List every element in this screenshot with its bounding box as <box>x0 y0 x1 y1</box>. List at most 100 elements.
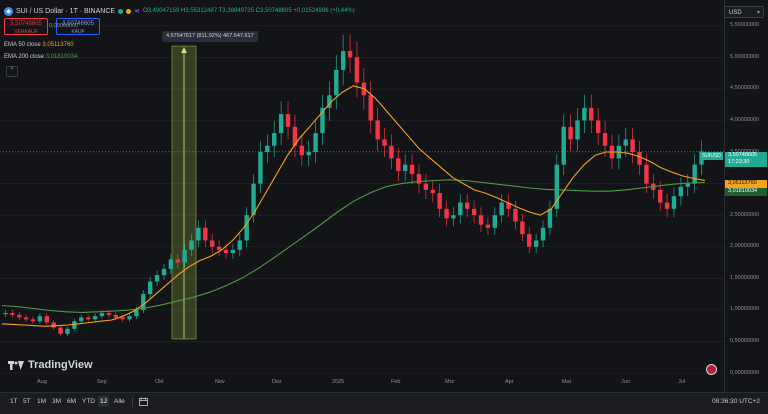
toolbar-divider <box>132 397 133 407</box>
calendar-icon[interactable] <box>139 397 148 406</box>
timeframe-button[interactable]: 1M <box>37 398 47 405</box>
tradingview-logo-icon <box>8 360 24 370</box>
candle-body <box>444 208 449 219</box>
candle-body <box>582 107 587 121</box>
candle-body <box>520 221 525 235</box>
price-label: 4,50000000 <box>730 85 760 92</box>
utc-clock[interactable]: 08:36:30 UTC+2 <box>712 398 760 405</box>
time-label: Jun <box>621 379 630 385</box>
candle-body <box>292 126 298 146</box>
currency-selector[interactable]: USD ▾ <box>724 6 764 18</box>
candle-body <box>113 314 118 318</box>
chevron-down-icon: ▾ <box>756 10 760 16</box>
sell-button[interactable]: 3,50748605 VERKAUF <box>4 18 48 35</box>
candle-body <box>65 328 70 334</box>
time-label: Okt <box>155 379 164 385</box>
flag-icon[interactable] <box>706 364 717 375</box>
candle-body <box>485 224 491 228</box>
timeframe-button[interactable]: Alle <box>114 398 125 405</box>
share-icon[interactable]: ⋖ <box>134 8 140 15</box>
candle-body <box>120 317 125 320</box>
indicator-ema50[interactable]: EMA 50 close 3,05113760 <box>4 42 74 48</box>
timeframe-button[interactable]: YTD <box>82 398 95 405</box>
timeframe-button[interactable]: 1T <box>10 398 18 405</box>
timeframe-button[interactable]: 5T <box>23 398 31 405</box>
time-label: Feb <box>391 379 401 385</box>
candle-body <box>340 51 346 70</box>
timeframe-button[interactable]: 6M <box>67 398 77 405</box>
candle-body <box>85 317 91 320</box>
price-label: 2,00000000 <box>730 243 760 250</box>
candle-body <box>216 246 222 250</box>
price-label: 1,50000000 <box>730 274 760 281</box>
candle-body <box>685 183 690 187</box>
candle-body <box>79 317 84 322</box>
price-label: 5,00000000 <box>730 53 760 60</box>
candle-body <box>644 164 649 184</box>
candle-body <box>182 249 187 263</box>
candle-body <box>423 183 429 190</box>
price-label: 3,50000000 <box>730 149 759 155</box>
candle-body <box>327 95 332 108</box>
ema50-line <box>1 85 706 327</box>
candle-body <box>272 133 277 146</box>
candle-body <box>458 202 463 216</box>
symbol-title[interactable]: SUI / US Dollar · 1T · BINANCE <box>16 7 116 15</box>
candle-body <box>547 208 553 228</box>
candle-body <box>51 322 56 328</box>
candle-body <box>692 164 697 184</box>
candle-body <box>30 319 36 322</box>
timeframe-button[interactable]: 1J <box>98 396 109 407</box>
measure-tooltip: 4,67647617 (811,92%) 467.647.617 <box>162 31 258 42</box>
buy-button[interactable]: 3,50748605 KAUF <box>56 18 100 35</box>
price-label: 5,50000000 <box>730 22 760 29</box>
candle-body <box>602 133 608 146</box>
candlestick-chart[interactable] <box>0 0 724 392</box>
candle-body <box>499 202 504 216</box>
candle-body <box>465 202 470 209</box>
candle-body <box>168 259 174 269</box>
indicator-ema200[interactable]: EMA 200 close 3,01810034 <box>4 54 78 60</box>
sui-coin-icon: ◆ <box>4 6 13 16</box>
candle-body <box>437 193 442 209</box>
candle-body <box>671 196 677 209</box>
ema200-price-tag: 3,01810034 <box>725 188 767 196</box>
candle-body <box>375 120 380 140</box>
candle-body <box>533 240 539 247</box>
ohlc-readout: O3,49047159 H3,55312487 T3,38849735 C3,5… <box>142 8 355 14</box>
candle-body <box>258 152 263 184</box>
candle-body <box>354 57 360 83</box>
candle-body <box>251 183 256 216</box>
collapse-indicators-icon[interactable]: ^ <box>6 66 18 77</box>
time-label: Nov <box>215 379 225 385</box>
candle-body <box>513 208 518 222</box>
time-label: Apr <box>505 379 514 385</box>
candle-body <box>561 126 566 165</box>
candle-body <box>623 139 628 146</box>
candle-body <box>568 126 573 140</box>
ema200-line <box>1 179 706 313</box>
symbol-price-tag: SUIUSD <box>700 152 723 160</box>
candle-body <box>189 240 194 250</box>
candle-body <box>368 95 373 121</box>
candle-body <box>265 145 270 153</box>
candle-body <box>10 313 15 315</box>
price-label: 2,50000000 <box>730 211 760 218</box>
timeframe-button[interactable]: 3M <box>52 398 62 405</box>
candle-body <box>389 145 394 159</box>
candle-body <box>678 186 684 197</box>
chart-area[interactable] <box>0 0 724 392</box>
candle-body <box>575 120 580 140</box>
price-label: 0,50000000 <box>730 337 760 344</box>
candle-body <box>313 133 318 153</box>
candle-body <box>451 215 456 219</box>
spread-value: 0,00000000 <box>49 23 79 29</box>
candle-body <box>3 313 8 315</box>
candle-body <box>430 189 435 194</box>
candle-body <box>175 259 180 263</box>
candle-body <box>230 249 236 254</box>
price-scale[interactable] <box>724 0 768 392</box>
time-label: 2025 <box>332 379 345 385</box>
tradingview-logo[interactable]: TradingView <box>8 359 93 371</box>
candle-body <box>478 215 484 225</box>
